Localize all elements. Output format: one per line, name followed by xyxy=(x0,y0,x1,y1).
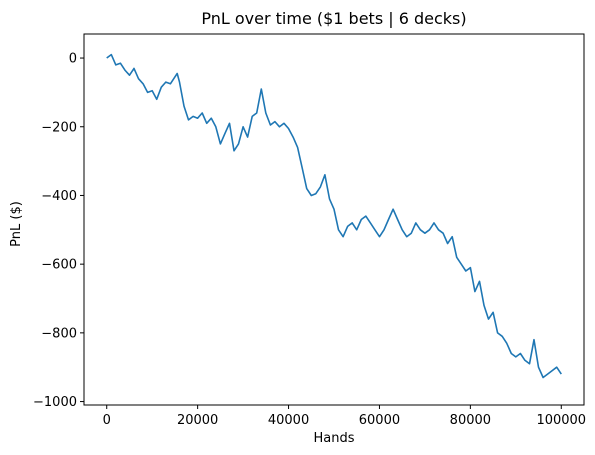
x-tick-label: 100000 xyxy=(536,413,586,428)
y-tick-label: −800 xyxy=(41,326,77,341)
x-tick-label: 60000 xyxy=(359,413,400,428)
y-tick-label: −600 xyxy=(41,258,77,273)
y-tick-label: 0 xyxy=(69,52,77,67)
x-tick-label: 80000 xyxy=(450,413,491,428)
x-axis: 0 20000 40000 60000 80000 100000 xyxy=(103,405,586,428)
plot-area xyxy=(106,53,562,379)
y-tick-label: −1000 xyxy=(33,395,77,410)
x-tick-label: 20000 xyxy=(177,413,218,428)
x-tick-label: 40000 xyxy=(268,413,309,428)
y-axis: 0 −200 −400 −600 −800 −1000 xyxy=(33,52,84,410)
x-axis-label: Hands xyxy=(313,431,354,446)
plot-frame xyxy=(83,33,585,406)
y-tick-label: −400 xyxy=(41,189,77,204)
x-tick-label: 0 xyxy=(103,413,111,428)
pnl-series-line xyxy=(106,53,562,379)
chart-title: PnL over time ($1 bets | 6 decks) xyxy=(201,9,466,28)
y-axis-label: PnL ($) xyxy=(9,201,24,247)
y-tick-label: −200 xyxy=(41,120,77,135)
